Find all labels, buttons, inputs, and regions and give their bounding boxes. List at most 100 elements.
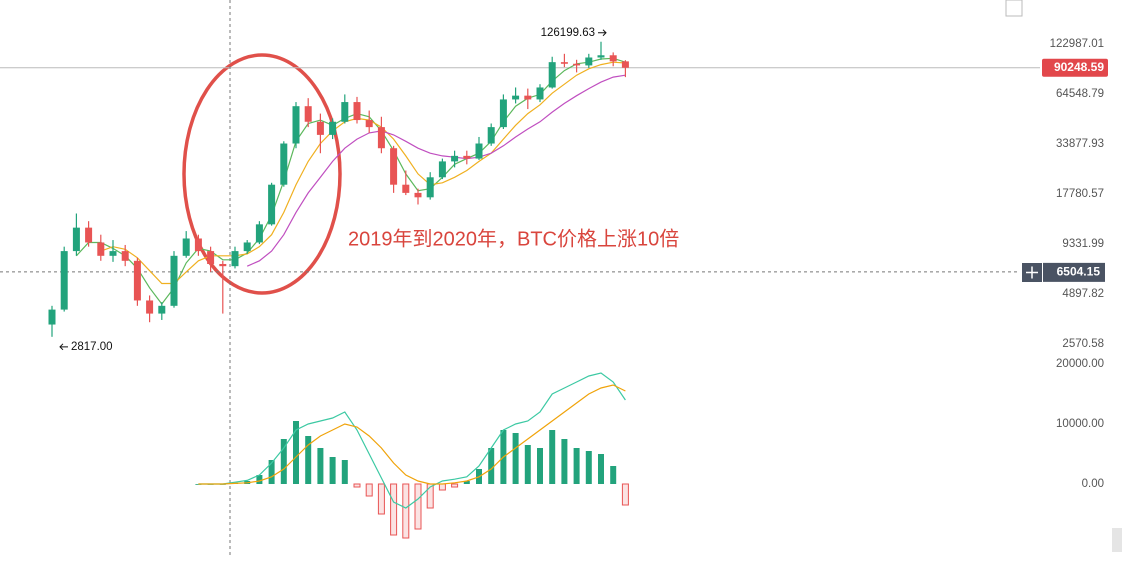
low-arrow [59,343,68,351]
candle-body [609,55,617,62]
candle-body [341,102,349,122]
candle-body [219,263,227,267]
candle-body [231,251,239,267]
candle-body [426,177,434,198]
macd-bar [524,445,531,484]
candle-body [390,148,398,185]
macd-bar [488,448,495,484]
candle-body [438,161,446,178]
macd-bar [610,466,617,484]
last-price-label: 90248.59 [1054,60,1104,74]
candle-body [255,224,263,243]
candle-body [97,242,105,256]
candle-body [377,127,385,149]
candle-body [414,192,422,198]
y-tick-label: 0.00 [1082,478,1104,490]
moving-average [75,57,626,305]
macd-bar [451,483,459,488]
candle-body [109,251,117,256]
candle-body [451,155,459,162]
candle-body [524,95,532,100]
candle-body [402,184,410,193]
candle-body [475,143,483,159]
macd-bar [256,475,263,484]
macd-line [198,384,626,485]
candle-body [182,238,190,256]
candle-body [560,62,568,64]
macd-bar [329,457,336,484]
macd-bar [280,439,287,484]
candle-body [60,251,68,310]
y-tick-label: 2570.58 [1062,338,1104,350]
candle-body [292,106,300,144]
y-tick-label: 20000.00 [1056,358,1104,370]
candle-body [536,87,544,100]
y-tick-label: 9331.99 [1062,238,1104,250]
y-tick-label: 64548.79 [1056,88,1104,100]
candle-body [146,300,154,314]
candle-body [268,184,276,225]
candle-body [329,121,337,135]
macd-bar [549,430,556,484]
candle-body [85,227,93,243]
candle-body [121,251,129,261]
y-tick-label: 33877.93 [1056,138,1104,150]
candle-body [48,309,56,325]
candle-body [194,238,202,252]
y-tick-label: 122987.01 [1050,38,1104,50]
y-tick-label: 17780.57 [1056,188,1104,200]
high-label: 126199.63 [541,27,595,39]
annotation: 2019年到2020年，BTC价格上涨10倍 [348,227,679,250]
macd-bar [598,454,604,484]
macd-bar [402,483,410,539]
candle-body [621,61,629,68]
macd-bar [414,483,422,530]
candle-body [158,305,166,314]
high-arrow [598,29,607,37]
crosshair-label: 6504.15 [1057,265,1101,279]
candle-body [597,55,605,58]
macd-bar [621,483,629,506]
macd-bar [537,448,543,484]
candle-body [133,260,141,301]
macd-bar [293,421,299,484]
candle-body [316,121,324,135]
macd-bar [268,460,275,484]
candle-body [353,102,361,121]
candle-body [365,120,373,128]
candle-body [585,57,593,66]
y-tick-label: 4897.82 [1062,288,1104,300]
macd-bar [438,483,446,491]
y-tick-label: 10000.00 [1056,418,1104,430]
candle-body [512,95,520,100]
macd-bar [353,483,361,488]
candle-body [499,99,507,128]
candle-body [243,242,251,252]
candle-body [304,106,312,122]
candle-body [548,62,556,88]
macd-bar [377,483,385,515]
macd-bar [585,451,592,484]
candle-body [487,127,495,144]
low-label: 2817.00 [71,341,113,353]
macd-bar [573,448,580,484]
macd-bar [512,433,519,484]
highlight-ellipse [182,53,342,295]
candle-body [463,155,471,159]
moving-average [246,74,626,267]
scroll-handle[interactable] [1112,528,1122,552]
candle-body [207,251,215,264]
macd-bar [317,448,324,484]
macd-bar [561,439,568,484]
candle-body [280,143,288,185]
candle-body [170,255,178,306]
candle-body [72,227,80,252]
macd-bar [463,481,470,484]
crosshair-tag [1043,262,1105,282]
macd-bar [390,483,398,536]
candle-body [573,63,581,66]
macd-bar [341,460,348,484]
fullscreen-icon[interactable] [1005,0,1023,17]
macd-bar [305,436,312,484]
